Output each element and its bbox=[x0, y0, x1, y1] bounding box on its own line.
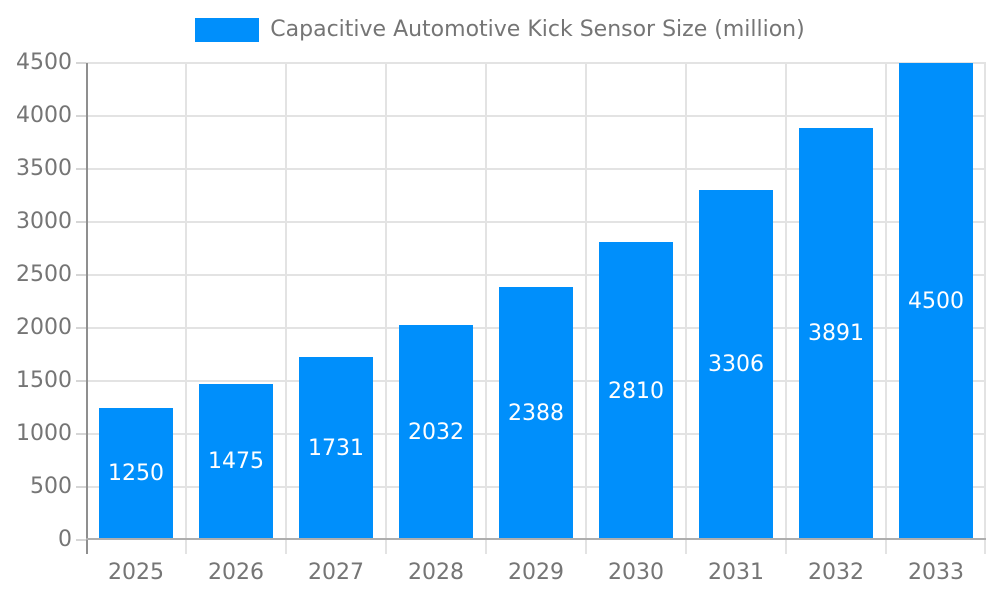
y-axis-label: 4000 bbox=[16, 103, 72, 128]
bar-2031[interactable]: 3306 bbox=[699, 189, 773, 540]
y-axis-tick bbox=[76, 115, 86, 117]
bar-value-label: 1250 bbox=[108, 461, 164, 487]
y-axis-label: 3000 bbox=[16, 209, 72, 234]
bar-2027[interactable]: 1731 bbox=[299, 356, 373, 540]
y-axis-label: 2000 bbox=[16, 315, 72, 340]
bar-2029[interactable]: 2388 bbox=[499, 286, 573, 540]
plot-area: 0 500 1000 1500 2000 2500 3000 3500 4000 4500 1250… bbox=[16, 50, 986, 585]
y-axis-tick bbox=[76, 380, 86, 382]
x-axis-label: 2032 bbox=[808, 560, 864, 585]
bar-value-label: 2388 bbox=[508, 400, 564, 426]
v-gridline bbox=[185, 63, 187, 554]
bar-2033[interactable]: 4500 bbox=[899, 63, 973, 540]
bar-value-label: 2810 bbox=[608, 378, 664, 404]
y-axis-tick bbox=[76, 221, 86, 223]
y-axis-label: 3500 bbox=[16, 156, 72, 181]
y-axis-label: 500 bbox=[30, 474, 72, 499]
h-gridline bbox=[86, 115, 986, 117]
x-axis-label: 2031 bbox=[708, 560, 764, 585]
y-axis-label: 0 bbox=[58, 527, 72, 552]
bar-2032[interactable]: 3891 bbox=[799, 127, 873, 540]
y-axis-tick bbox=[76, 327, 86, 329]
y-axis-label: 2500 bbox=[16, 262, 72, 287]
h-gridline bbox=[86, 168, 986, 170]
y-axis-tick bbox=[76, 539, 86, 541]
bar-value-label: 3891 bbox=[808, 321, 864, 347]
y-axis-label: 1000 bbox=[16, 421, 72, 446]
x-axis-label: 2028 bbox=[408, 560, 464, 585]
y-axis-tick bbox=[76, 62, 86, 64]
x-axis-label: 2030 bbox=[608, 560, 664, 585]
bar-2026[interactable]: 1475 bbox=[199, 383, 273, 540]
v-gridline bbox=[485, 63, 487, 554]
x-axis-label: 2025 bbox=[108, 560, 164, 585]
bar-2030[interactable]: 2810 bbox=[599, 242, 673, 540]
v-gridline bbox=[585, 63, 587, 554]
y-axis-label: 4500 bbox=[16, 50, 72, 75]
v-gridline bbox=[785, 63, 787, 554]
x-axis-label: 2033 bbox=[908, 560, 964, 585]
h-gridline bbox=[86, 274, 986, 276]
bar-value-label: 3306 bbox=[708, 352, 764, 378]
chart-legend: Capacitive Automotive Kick Sensor Size (… bbox=[0, 17, 1000, 42]
h-gridline bbox=[86, 62, 986, 64]
legend-series-label: Capacitive Automotive Kick Sensor Size (… bbox=[270, 17, 805, 42]
v-gridline bbox=[285, 63, 287, 554]
y-axis-line bbox=[86, 63, 88, 554]
bar-2025[interactable]: 1250 bbox=[99, 407, 173, 540]
bar-value-label: 1731 bbox=[308, 435, 364, 461]
v-gridline bbox=[385, 63, 387, 554]
y-axis-tick bbox=[76, 168, 86, 170]
y-axis-label: 1500 bbox=[16, 368, 72, 393]
y-axis-tick bbox=[76, 486, 86, 488]
bar-value-label: 4500 bbox=[908, 289, 964, 314]
x-axis-label: 2026 bbox=[208, 560, 264, 585]
x-axis-line bbox=[86, 538, 986, 540]
v-gridline bbox=[984, 63, 986, 554]
x-axis-label: 2029 bbox=[508, 560, 564, 585]
legend-swatch-icon bbox=[195, 17, 260, 42]
bar-2028[interactable]: 2032 bbox=[399, 324, 473, 540]
bar-value-label: 2032 bbox=[408, 419, 464, 445]
v-gridline bbox=[885, 63, 887, 554]
y-axis-tick bbox=[76, 433, 86, 435]
v-gridline bbox=[685, 63, 687, 554]
bar-value-label: 1475 bbox=[208, 449, 264, 475]
x-axis-label: 2027 bbox=[308, 560, 364, 585]
y-axis-tick bbox=[76, 274, 86, 276]
h-gridline bbox=[86, 221, 986, 223]
